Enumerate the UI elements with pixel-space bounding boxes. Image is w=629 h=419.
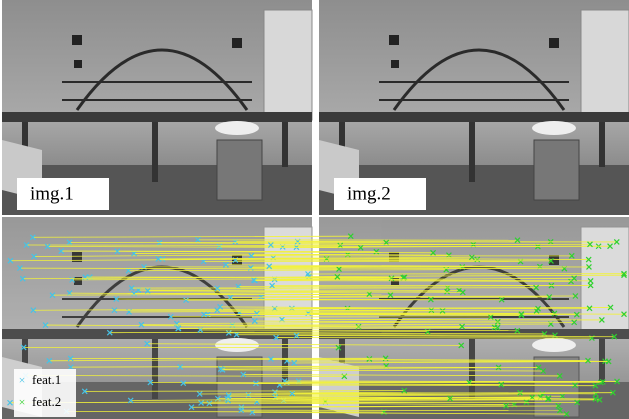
legend-marker: × xyxy=(19,373,26,387)
match-line xyxy=(237,335,555,336)
image-label: img.1 xyxy=(30,183,74,204)
figure: img.1 img.2 × feat.1 × feat.2 xyxy=(0,0,629,419)
match-line xyxy=(178,328,497,329)
image-label: img.2 xyxy=(347,183,391,204)
legend-label: feat.1 xyxy=(32,372,61,387)
match-line xyxy=(116,299,431,300)
legend-marker: × xyxy=(19,395,26,409)
match-line xyxy=(282,319,602,320)
legend-label: feat.2 xyxy=(32,394,61,409)
match-line xyxy=(180,367,498,368)
match-panel xyxy=(2,217,629,419)
